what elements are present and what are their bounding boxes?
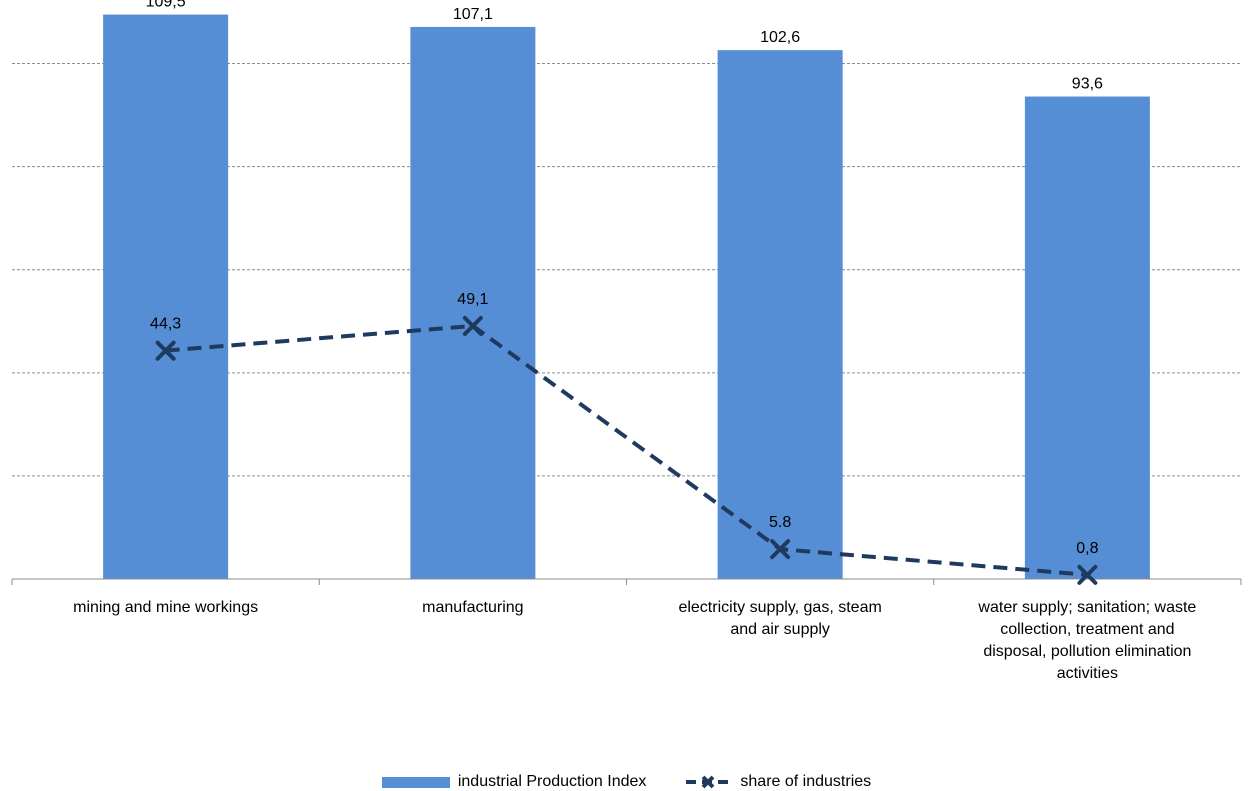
line-marker xyxy=(1077,564,1098,585)
category-label: manufacturing xyxy=(422,599,523,616)
bar xyxy=(717,50,843,580)
category-label: water supply; sanitation; waste collectio… xyxy=(977,599,1196,682)
bar-value-label: 109,5 xyxy=(146,0,186,11)
legend-line-label: share of industries xyxy=(740,773,872,790)
x-axis xyxy=(11,578,1242,585)
category-labels: mining and mine workings manufacturing ele… xyxy=(73,599,1196,682)
bar-value-label: 102,6 xyxy=(760,29,800,46)
line-series xyxy=(155,315,1098,585)
category-label: mining and mine workings xyxy=(73,599,258,616)
bar xyxy=(410,26,536,579)
line-value-label: 44,3 xyxy=(150,316,181,333)
data-labels: 109,5 107,1 102,6 93,6 44,3 49,1 5.8 0,8 xyxy=(146,0,1103,557)
bar xyxy=(1024,96,1150,579)
bar xyxy=(103,14,229,580)
line-marker xyxy=(462,315,483,336)
legend-line-swatch xyxy=(686,775,731,789)
legend-item-bar: industrial Production Index xyxy=(381,773,647,791)
bar-value-label: 93,6 xyxy=(1072,76,1103,93)
legend-bar-swatch xyxy=(381,776,450,788)
line-marker xyxy=(770,539,791,560)
line-value-label: 49,1 xyxy=(457,291,488,308)
legend-bar-label: industrial Production Index xyxy=(457,773,647,790)
line-value-label: 5.8 xyxy=(769,514,791,531)
legend: industrial Production Index share of ind… xyxy=(0,773,1253,791)
category-label: electricity supply, gas, steam and air su… xyxy=(678,599,881,638)
line-path xyxy=(165,323,1088,577)
line-marker xyxy=(155,340,176,361)
line-value-label: 0,8 xyxy=(1076,540,1098,557)
legend-item-line: share of industries xyxy=(684,773,871,791)
bar-series xyxy=(103,14,1150,580)
bar-value-label: 107,1 xyxy=(453,6,493,23)
